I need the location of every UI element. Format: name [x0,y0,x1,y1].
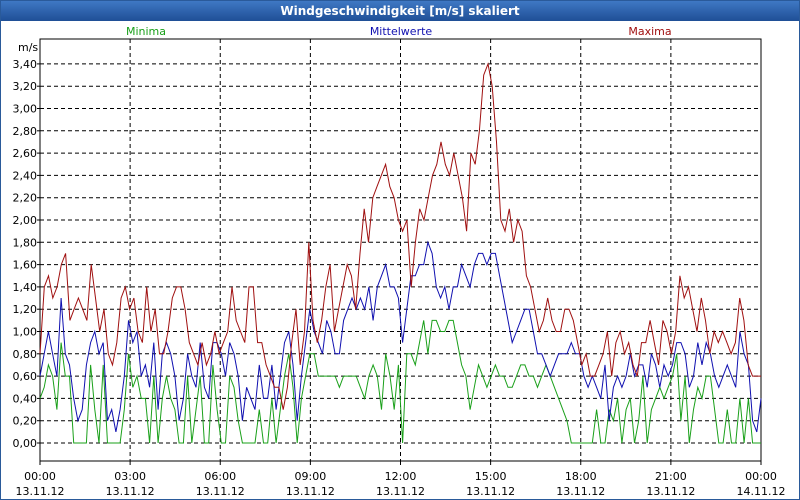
y-tick-label: 2,60 [13,147,38,160]
x-tick-date: 13.11.12 [16,485,65,498]
y-axis: 0,00 0,20 0,40 0,60 0,80 1,00 1,20 1,40 1,60 1,80… [13,58,40,450]
x-tick-date: 13.11.12 [106,485,155,498]
y-tick-label: 0,60 [13,370,38,383]
y-tick-label: 1,20 [13,303,38,316]
x-tick-date: 14.11.12 [737,485,786,498]
x-tick-date: 13.11.12 [286,485,335,498]
legend-minima: Minima [126,25,166,38]
y-tick-label: 2,00 [13,214,38,227]
y-tick-label: 1,80 [13,236,38,249]
x-tick-date: 13.11.12 [376,485,425,498]
x-tick-date: 13.11.12 [466,485,515,498]
x-tick-date: 13.11.12 [556,485,605,498]
y-tick-label: 0,80 [13,348,38,361]
series-lines [39,62,762,444]
x-tick-date: 13.11.12 [196,485,245,498]
x-tick-time: 12:00 [385,470,417,483]
y-tick-label: 2,80 [13,125,38,138]
legend-maxima: Maxima [628,25,671,38]
y-tick-label: 2,40 [13,169,38,182]
y-tick-label: 1,00 [13,326,38,339]
x-tick-time: 00:00 [24,470,56,483]
y-tick-label: 3,00 [13,103,38,116]
y-tick-label: 1,60 [13,259,38,272]
y-tick-label: 0,20 [13,415,38,428]
y-unit-label: m/s [18,41,38,54]
y-tick-label: 3,20 [13,80,38,93]
x-tick-time: 06:00 [204,470,236,483]
x-tick-date: 13.11.12 [646,485,695,498]
y-tick-label: 0,00 [13,437,38,450]
x-tick-time: 09:00 [295,470,327,483]
legend: Minima Mittelwerte Maxima [126,25,672,38]
y-tick-label: 1,40 [13,281,38,294]
x-tick-time: 21:00 [655,470,687,483]
series-maxima-line [39,62,761,410]
y-tick-label: 3,40 [13,58,38,71]
x-axis: 00:00 13.11.12 03:00 13.11.12 06:00 13.11.12 0… [16,461,786,498]
y-tick-label: 2,20 [13,192,38,205]
x-tick-time: 18:00 [565,470,597,483]
y-tick-label: 0,40 [13,392,38,405]
series-minima-line [39,319,761,444]
series-mittelwerte-line [39,240,762,433]
legend-mittelwerte: Mittelwerte [370,25,433,38]
x-tick-time: 00:00 [745,470,777,483]
x-tick-time: 15:00 [475,470,507,483]
window-title: Windgeschwindigkeit [m/s] skaliert [1,1,799,21]
x-tick-time: 03:00 [114,470,146,483]
